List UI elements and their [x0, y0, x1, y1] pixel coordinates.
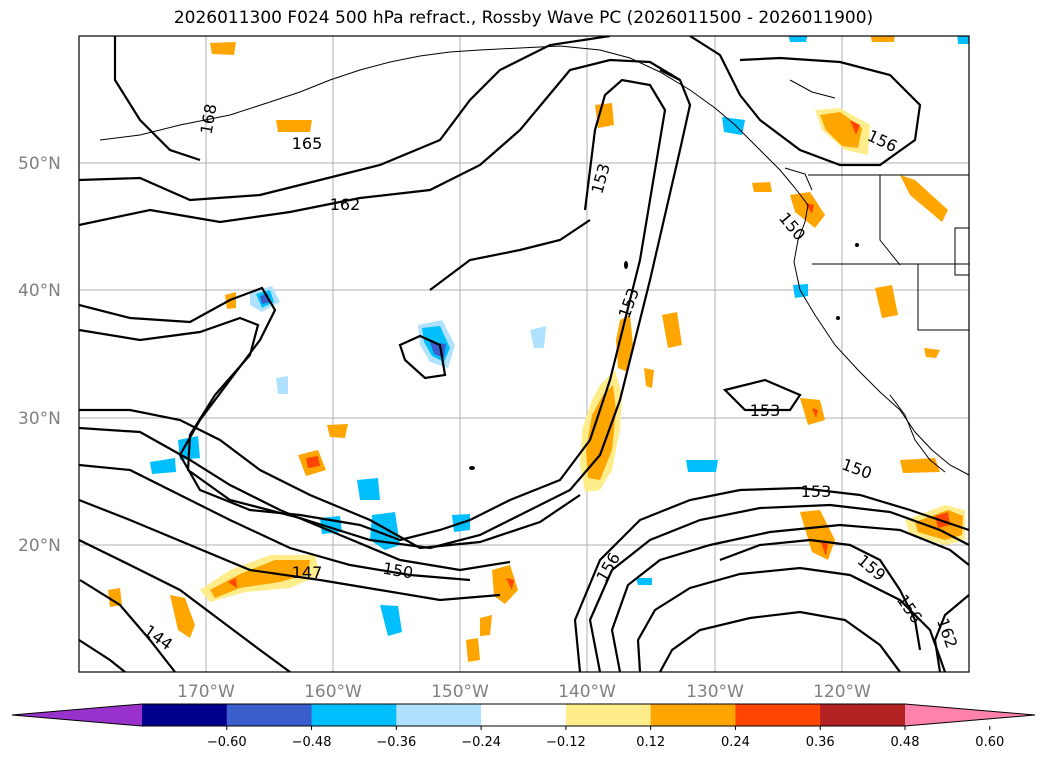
colorbar-tick-label: −0.36 — [376, 735, 416, 750]
colorbar-tick-label: −0.48 — [292, 735, 332, 750]
colorbar-segment — [311, 704, 397, 726]
contour-label: 162 — [330, 195, 361, 214]
map-title: 2026011300 F024 500 hPa refract., Rossby… — [173, 8, 874, 28]
colorbar-tick-label: −0.60 — [207, 735, 247, 750]
map-frame — [78, 35, 970, 673]
lon-label-160w: 160°W — [304, 682, 362, 702]
colorbar-tick-label: 0.12 — [636, 735, 665, 750]
lat-label-30: 30°N — [18, 409, 61, 429]
colorbar-segment — [735, 704, 821, 726]
colorbar-segment — [820, 704, 906, 726]
lon-label-150w: 150°W — [431, 682, 489, 702]
lat-label-50: 50°N — [18, 154, 61, 174]
lon-label-120w: 120°W — [813, 682, 871, 702]
colorbar-outline — [11, 703, 1036, 727]
lat-label-20: 20°N — [18, 536, 61, 556]
lat-label-40: 40°N — [18, 281, 61, 301]
colorbar-tick-label: 0.48 — [891, 735, 920, 750]
latitude-labels: 50°N 40°N 30°N 20°N — [18, 154, 61, 556]
colorbar-tick-label: 0.60 — [975, 735, 1004, 750]
lon-label-170w: 170°W — [177, 682, 235, 702]
colorbar-segment — [565, 704, 652, 726]
colorbar-segment — [142, 704, 228, 726]
map-panel — [79, 36, 969, 672]
refractivity-shading — [108, 36, 969, 662]
colorbar-segment — [226, 704, 313, 726]
colorbar-tick-label: 0.36 — [806, 735, 835, 750]
lon-label-140w: 140°W — [558, 682, 616, 702]
height-contours — [79, 36, 969, 672]
coastlines — [99, 45, 969, 476]
colorbar: −0.60 −0.48 −0.36 −0.24 −0.12 0.12 0.24 0.36 0.4… — [11, 703, 1036, 750]
lon-label-130w: 130°W — [686, 682, 744, 702]
contour-label: 165 — [292, 134, 323, 153]
colorbar-segment — [650, 704, 736, 726]
longitude-labels: 170°W 160°W 150°W 140°W 130°W 120°W — [177, 682, 871, 702]
colorbar-tick-label: 0.24 — [721, 735, 750, 750]
contour-label: 147 — [292, 563, 323, 582]
colorbar-extend-low — [12, 704, 142, 726]
colorbar-tick-label: −0.12 — [546, 735, 586, 750]
contour-label: 153 — [801, 482, 832, 501]
colorbar-segment — [396, 704, 482, 726]
contour-label: 153 — [750, 401, 781, 420]
contour-fragments — [469, 243, 859, 470]
colorbar-tick-label: −0.24 — [461, 735, 501, 750]
colorbar-segment — [481, 704, 567, 726]
colorbar-extend-high — [905, 704, 1035, 726]
